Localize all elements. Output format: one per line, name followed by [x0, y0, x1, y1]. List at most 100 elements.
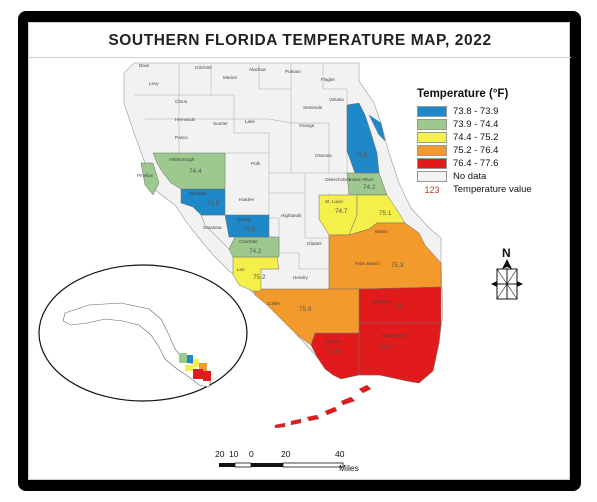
legend-label: 74.4 - 75.2 [453, 132, 499, 143]
label-levy: Levy [149, 81, 159, 86]
county-hillsborough [152, 152, 226, 190]
legend-label: 75.2 - 76.4 [453, 145, 499, 156]
legend-sample-value: 123 [424, 184, 440, 195]
label-hardee: Hardee [239, 197, 255, 202]
inset-locator-frame [38, 264, 248, 402]
label-polk: Polk [251, 161, 261, 166]
scale-tick-4: 20 [281, 449, 291, 459]
legend-swatch [417, 158, 447, 169]
map-panel: SOUTHERN FLORIDA TEMPERATURE MAP, 2022 [28, 22, 571, 480]
label-alachua: Alachua [249, 67, 266, 72]
label-sumter: Sumter [213, 121, 228, 126]
value-manatee: 73.9 [207, 200, 220, 207]
value-lee: 75.2 [253, 274, 266, 281]
legend-label: No data [453, 171, 487, 182]
label-seminole: Seminole [303, 105, 323, 110]
legend-row: 73.9 - 74.4 [417, 118, 567, 131]
value-brevard: 73.8 [355, 152, 368, 159]
legend-label: 73.9 - 74.4 [453, 119, 499, 130]
label-hernando: Hernando [175, 117, 196, 122]
label-gilchrist: Gilchrist [195, 65, 212, 70]
legend-swatch [417, 171, 447, 182]
county-lee [232, 256, 280, 292]
label-osceola: Osceola [315, 153, 332, 158]
north-arrow: N [491, 246, 523, 300]
legend-sample-row: 123 Temperature value [417, 183, 567, 196]
label-okeechobee: Okeechobee [325, 177, 351, 182]
label-glades: Glades [307, 241, 322, 246]
value-broward: 77 [395, 304, 403, 311]
value-palm-beach: 75.3 [391, 262, 404, 269]
county-name-labels: Hillsborough Pinellas Manatee Sarasota D… [137, 63, 406, 344]
value-martin: 75.1 [379, 210, 392, 217]
label-lake: Lake [245, 119, 255, 124]
title-divider [29, 57, 571, 58]
label-hendry: Hendry [293, 275, 309, 280]
label-st-lucie: St. Lucie [325, 199, 343, 204]
label-flagler: Flagler [321, 77, 336, 82]
label-highlands: Highlands [281, 213, 302, 218]
legend-swatch [417, 145, 447, 156]
legend-swatch [417, 119, 447, 130]
value-indian-river: 74.2 [363, 184, 376, 191]
legend-title: Temperature (°F) [417, 88, 509, 100]
value-st-lucie: 74.7 [335, 208, 348, 215]
label-desoto: Desoto [237, 217, 252, 222]
scale-tick-5: 40 [335, 449, 345, 459]
north-arrow-letter: N [502, 246, 511, 260]
scale-tick-1: 20 [215, 449, 225, 459]
legend-row: 73.8 - 73.9 [417, 105, 567, 118]
value-collier: 75.9 [299, 306, 312, 313]
label-broward: Broward [373, 299, 391, 304]
legend-row: 74.4 - 75.2 [417, 131, 567, 144]
legend-row: 75.2 - 76.4 [417, 144, 567, 157]
label-manatee: Manatee [189, 191, 207, 196]
value-miami-dade: 76.2 [379, 344, 392, 351]
map-title: SOUTHERN FLORIDA TEMPERATURE MAP, 2022 [108, 32, 492, 49]
label-sarasota: Sarasota [203, 225, 222, 230]
county-collier [252, 288, 360, 346]
label-indian-river: Indian River [349, 177, 374, 182]
label-charlotte: Charlotte [239, 239, 258, 244]
label-dixie: Dixie [139, 63, 150, 68]
label-hillsborough: Hillsborough [169, 157, 195, 162]
value-hillsborough: 74.4 [189, 168, 202, 175]
legend-swatch [417, 132, 447, 143]
legend: Temperature (°F) 73.8 - 73.9 73.9 - 74.4 7… [417, 88, 567, 196]
florida-keys [274, 384, 372, 429]
florida-map: Hillsborough Pinellas Manatee Sarasota D… [38, 62, 523, 468]
value-monroe: 76.6 [327, 348, 340, 355]
label-palm-beach: Palm Beach [355, 261, 380, 266]
legend-swatch [417, 106, 447, 117]
legend-sample-label: Temperature value [453, 184, 532, 195]
label-pasco: Pasco [175, 135, 188, 140]
label-volusia: Volusia [329, 97, 344, 102]
label-lee: Lee [237, 267, 245, 272]
county-sarasota [200, 214, 236, 250]
value-charlotte: 74.2 [249, 248, 262, 255]
label-monroe: Monroe [325, 339, 341, 344]
county-brevard [346, 102, 380, 174]
label-collier: Collier [267, 301, 280, 306]
county-monroe [310, 332, 360, 380]
inset-florida [62, 302, 212, 388]
legend-row: No data [417, 170, 567, 183]
county-pinellas [140, 162, 160, 196]
legend-row: 76.4 - 77.6 [417, 157, 567, 170]
legend-label: 73.8 - 73.9 [453, 106, 499, 117]
label-putnam: Putnam [285, 69, 301, 74]
scale-tick-3: 0 [249, 449, 254, 459]
scale-units: Miles [339, 463, 359, 473]
scale-bar [219, 462, 344, 468]
label-martin: Martin [375, 229, 388, 234]
label-citrus: Citrus [175, 99, 188, 104]
scale-tick-2: 10 [229, 449, 239, 459]
county-brevard-islands [368, 114, 386, 142]
label-pinellas: Pinellas [137, 173, 154, 178]
temperature-value-labels: 73.8 74.2 74.4 73.9 73.8 74.2 75.2 75.9 … [189, 152, 404, 355]
legend-label: 76.4 - 77.6 [453, 158, 499, 169]
label-marion: Marion [223, 75, 237, 80]
label-orange: Orange [299, 123, 315, 128]
value-desoto: 73.8 [243, 226, 256, 233]
label-miami-dade: Miami Dade [381, 333, 406, 338]
